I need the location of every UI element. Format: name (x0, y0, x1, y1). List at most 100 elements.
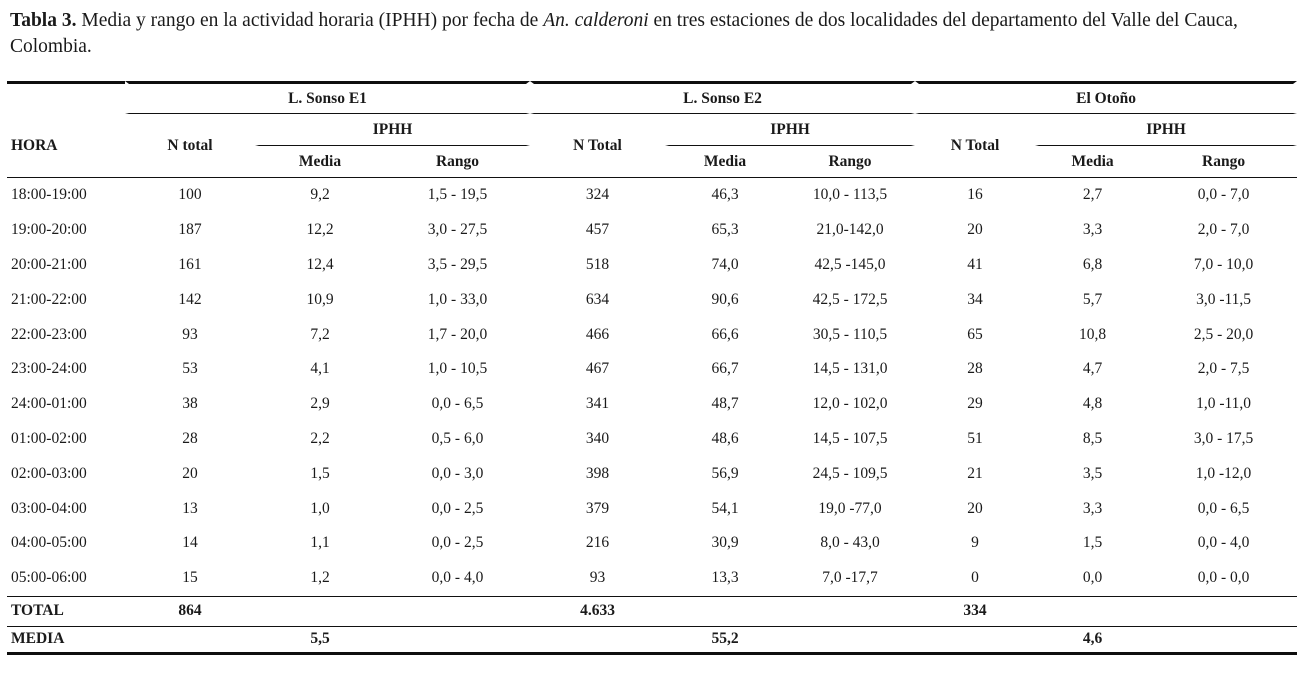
media-cell (530, 625, 666, 655)
rango-cell: 8,0 - 43,0 (820, 534, 880, 552)
rango-cell: 0,0 - 6,5 (1197, 499, 1250, 517)
media-label: MEDIA (7, 625, 125, 655)
media-cell: 2,7 (1035, 177, 1151, 213)
rango-cell: 0,0 - 7,0 (1150, 177, 1298, 213)
media-cell: 5,7 (1082, 290, 1103, 308)
n-total-cell: 9 (971, 534, 979, 552)
media-cell: 12,2 (306, 221, 334, 239)
rango-cell: 0,0 - 0,0 (1197, 569, 1250, 587)
rango-cell: 10,0 - 113,5 (785, 177, 916, 213)
table-body: 18:00-19:00 100 9,2 1,5 - 19,5 324 46,3 10,0 -… (7, 177, 1298, 596)
total-cell (1035, 595, 1151, 626)
total-cell (785, 595, 916, 626)
media-cell: 66,7 (711, 360, 739, 378)
media-cell: 66,6 (711, 325, 739, 343)
media-cell: 8,5 (1082, 429, 1103, 447)
n-total-cell: 467 (585, 360, 610, 378)
n-total-cell: 518 (585, 255, 610, 273)
media-cell: 9,2 (255, 177, 385, 213)
n-total-cell: 29 (967, 395, 983, 413)
iphh-header-3: IPHH (1035, 114, 1298, 146)
table-row: 22:00-23:00 93 7,2 1,7 - 20,0 466 66,6 30,5 - … (7, 317, 1297, 352)
media-cell: 54,1 (711, 499, 739, 517)
media-cell: 10,8 (1078, 325, 1107, 343)
iphh-header-2: IPHH (665, 114, 916, 146)
n-total-cell: 20 (182, 464, 198, 482)
media-row: MEDIA 5,5 55,2 4,6 (7, 625, 1298, 655)
caption-species-name: An. calderoni (543, 10, 649, 31)
media-cell: 4,7 (1082, 360, 1103, 378)
rango-cell: 1,0 - 33,0 (427, 290, 488, 308)
n-total-header-1: N total (167, 136, 213, 154)
total-cell: 864 (125, 595, 255, 626)
n-total-cell: 341 (585, 395, 610, 413)
table-row: 04:00-05:00 14 1,1 0,0 - 2,5 216 30,9 8,0 - 43… (7, 526, 1297, 561)
n-total-cell: 14 (182, 534, 198, 552)
media-cell: 6,8 (1082, 255, 1103, 273)
media-rango-header-row: Media Rango Media Rango Media Rango (7, 146, 1297, 177)
n-total-cell: 634 (585, 290, 610, 308)
total-label: TOTAL (7, 595, 125, 626)
table-row: 23:00-24:00 53 4,1 1,0 - 10,5 467 66,7 14,5 - … (7, 352, 1297, 387)
hora-column-header: HORA (11, 136, 58, 154)
rango-header-2: Rango (828, 152, 872, 170)
media-cell: 0,0 (1082, 569, 1103, 587)
rango-cell: 3,5 - 29,5 (427, 255, 488, 273)
group-header-row: L. Sonso E1 L. Sonso E2 El Otoño (7, 81, 1298, 114)
hora-cell: 24:00-01:00 (11, 395, 87, 413)
n-total-cell: 398 (585, 464, 610, 482)
rango-cell: 1,7 - 20,0 (427, 325, 488, 343)
n-total-cell: 51 (967, 429, 983, 447)
rango-cell: 0,0 - 2,5 (431, 499, 484, 517)
media-cell: 2,9 (310, 395, 330, 413)
media-cell: 65,3 (711, 221, 739, 239)
total-cell: 334 (915, 595, 1036, 626)
media-cell: 3,5 (1082, 464, 1103, 482)
media-cell: 3,3 (1082, 221, 1103, 239)
rango-header-1: Rango (435, 152, 480, 170)
table-row: 18:00-19:00 100 9,2 1,5 - 19,5 324 46,3 10,0 -… (7, 177, 1298, 213)
rango-cell: 0,0 - 4,0 (1197, 534, 1250, 552)
total-cell (665, 595, 786, 626)
rango-cell: 0,0 - 3,0 (431, 464, 484, 482)
table-caption: Tabla 3. Media y rango en la actividad h… (10, 8, 1296, 60)
n-total-cell: 324 (530, 177, 666, 213)
iphh-header-1: IPHH (255, 114, 531, 146)
n-total-cell: 93 (182, 325, 198, 343)
rango-cell: 42,5 - 172,5 (812, 290, 888, 308)
media-cell: 1,0 (310, 499, 330, 517)
n-total-cell: 379 (585, 499, 610, 517)
media-cell: 48,6 (711, 429, 739, 447)
caption-label: Tabla 3. (10, 10, 77, 31)
n-total-cell: 38 (182, 395, 198, 413)
media-cell: 90,6 (711, 290, 739, 308)
table-row: 03:00-04:00 13 1,0 0,0 - 2,5 379 54,1 19,0 -77… (7, 491, 1297, 526)
table-row: 19:00-20:00 187 12,2 3,0 - 27,5 457 65,3 21,0-… (7, 213, 1297, 248)
group-header-sonso-e2: L. Sonso E2 (530, 81, 916, 114)
total-cell: 4.633 (530, 595, 666, 626)
n-total-cell: 34 (967, 290, 983, 308)
rango-cell: 14,5 - 131,0 (812, 360, 888, 378)
rango-cell: 1,0 - 10,5 (427, 360, 488, 378)
rango-cell: 2,0 - 7,0 (1197, 221, 1250, 239)
rango-cell: 21,0-142,0 (816, 221, 884, 239)
n-total-cell: 142 (178, 290, 202, 308)
table-row: 05:00-06:00 15 1,2 0,0 - 4,0 93 13,3 7,0 -17,7… (7, 561, 1297, 596)
table-summary: TOTAL 864 4.633 334 MEDIA 5,5 55,2 4,6 (7, 595, 1298, 655)
media-cell: 13,3 (711, 569, 739, 587)
hora-cell: 03:00-04:00 (11, 499, 87, 517)
hora-cell: 22:00-23:00 (11, 325, 87, 343)
hora-cell: 02:00-03:00 (11, 464, 87, 482)
group-header-el-otono: El Otoño (915, 81, 1298, 114)
rango-cell: 14,5 - 107,5 (812, 429, 888, 447)
rango-cell: 19,0 -77,0 (818, 499, 882, 517)
n-total-cell: 15 (182, 569, 198, 587)
n-total-cell: 20 (967, 221, 983, 239)
rango-cell: 3,0 - 27,5 (427, 221, 488, 239)
caption-text-2: en tres estaciones de dos localidades de… (10, 10, 1238, 57)
group-header-sonso-e1: L. Sonso E1 (125, 81, 531, 114)
n-total-cell: 187 (178, 221, 202, 239)
table-row: 20:00-21:00 161 12,4 3,5 - 29,5 518 74,0 42,5 … (7, 248, 1297, 283)
media-cell: 7,2 (310, 325, 330, 343)
media-cell: 10,9 (306, 290, 334, 308)
